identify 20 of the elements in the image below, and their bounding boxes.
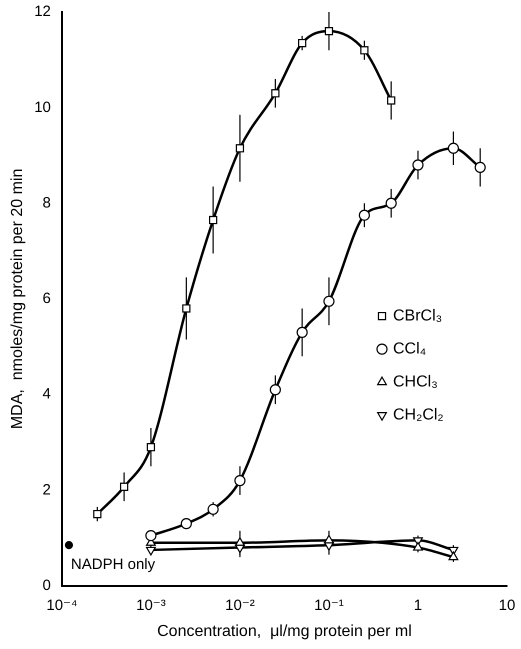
x-tick-label: 10⁻⁴ (46, 596, 78, 614)
legend-label: CHCl₃ (393, 374, 438, 391)
x-tick-label: 10⁻¹ (314, 596, 344, 614)
y-tick-label: 0 (42, 576, 51, 594)
y-tick-label: 4 (42, 386, 51, 403)
x-axis-title: Concentration, μl/mg protein per ml (157, 622, 412, 640)
y-tick-label: 12 (34, 3, 51, 20)
legend-label: CCl₄ (393, 340, 426, 358)
y-axis-title: MDA, nmoles/mg protein per 20 min (9, 168, 26, 430)
x-tick-label: 10⁻³ (136, 596, 166, 614)
y-tick-label: 6 (42, 290, 51, 308)
x-tick-label: 1 (414, 596, 422, 614)
legend-label: CBrCl₃ (393, 308, 442, 325)
y-tick-label: 2 (42, 481, 51, 498)
annotation: NADPH only (70, 556, 156, 573)
x-tick-label: 10 (498, 596, 516, 614)
x-tick-label: 10⁻² (225, 596, 255, 614)
legend-label: CH₂Cl₂ (393, 406, 444, 424)
y-tick-label: 10 (34, 98, 51, 116)
y-tick-label: 8 (42, 194, 51, 212)
